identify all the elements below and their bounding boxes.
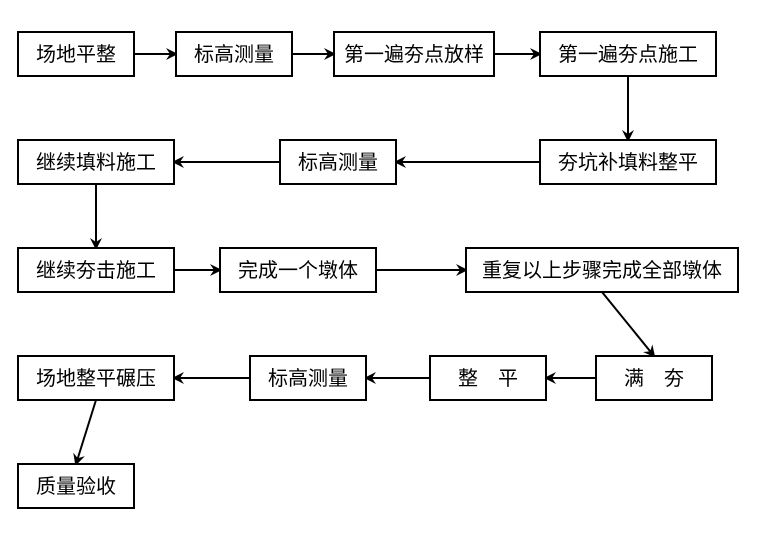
flow-node: 完成一个墩体 [220, 248, 376, 292]
flow-node-label: 场地平整 [36, 43, 116, 66]
flow-node: 重复以上步骤完成全部墩体 [466, 248, 738, 292]
flow-node: 标高测量 [280, 140, 396, 184]
flow-node: 继续填料施工 [18, 140, 174, 184]
flow-node: 标高测量 [176, 32, 292, 76]
flow-node-label: 第一遍夯点放样 [344, 43, 484, 66]
flow-node-label: 继续夯击施工 [36, 259, 156, 282]
flow-node-label: 第一遍夯点施工 [558, 43, 698, 66]
flow-node: 整 平 [430, 356, 546, 400]
flowchart-diagram: 场地平整标高测量第一遍夯点放样第一遍夯点施工夯坑补填料整平标高测量继续填料施工继… [0, 0, 760, 534]
flow-node: 标高测量 [250, 356, 366, 400]
flow-node-label: 满 夯 [624, 367, 684, 390]
flow-node-label: 重复以上步骤完成全部墩体 [482, 259, 722, 282]
flow-node-label: 场地整平碾压 [36, 367, 156, 390]
flow-edge [602, 292, 654, 356]
flow-node-label: 标高测量 [194, 43, 274, 66]
flow-node-label: 夯坑补填料整平 [558, 151, 698, 174]
flow-node: 满 夯 [596, 356, 712, 400]
flow-node-label: 标高测量 [298, 151, 378, 174]
flow-node: 场地整平碾压 [18, 356, 174, 400]
flow-node-label: 标高测量 [268, 367, 348, 390]
flow-node: 第一遍夯点施工 [540, 32, 716, 76]
flow-node: 夯坑补填料整平 [540, 140, 716, 184]
flow-node: 第一遍夯点放样 [334, 32, 494, 76]
flow-node-label: 继续填料施工 [36, 151, 156, 174]
flow-edge [76, 400, 96, 464]
flow-node: 场地平整 [18, 32, 134, 76]
flow-node-label: 整 平 [458, 367, 518, 390]
flow-node: 质量验收 [18, 464, 134, 508]
flow-node-label: 质量验收 [36, 475, 116, 498]
flow-node-label: 完成一个墩体 [238, 259, 358, 282]
flow-node: 继续夯击施工 [18, 248, 174, 292]
